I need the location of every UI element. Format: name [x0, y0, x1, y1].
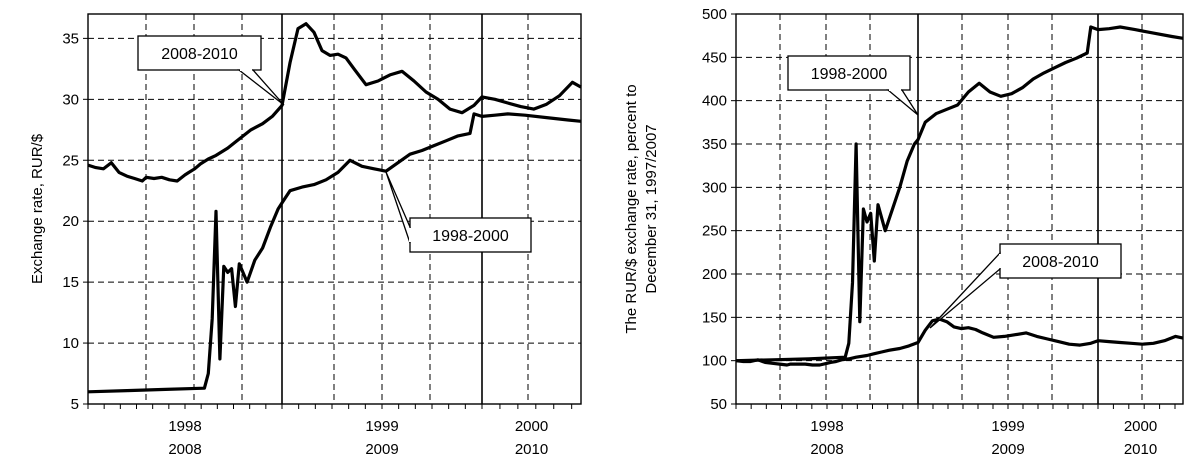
y-tick-label: 10 — [62, 335, 79, 352]
callout-box — [409, 217, 532, 253]
x-period-label-bottom: 2009 — [991, 441, 1024, 458]
y-tick-label: 25 — [62, 152, 79, 169]
x-period-label-bottom: 2008 — [810, 441, 843, 458]
y-tick-label: 50 — [710, 396, 727, 413]
y-axis-label: Exchange rate, RUR/$ — [29, 133, 46, 284]
callout-box — [137, 35, 262, 71]
callout-pointer — [385, 171, 411, 244]
callout-pointer — [886, 89, 919, 116]
y-axis-label: The RUR/$ exchange rate, percent to Decem… — [623, 84, 660, 333]
chart-1: 5 10 15 20 25 30 35 1998 2008 1999 2009 2000 2010 Exc… — [29, 13, 582, 458]
y-tick-label: 5 — [71, 396, 79, 413]
x-period-label-top: 2000 — [1124, 418, 1157, 435]
callout-label: 2008-2010 — [1022, 254, 1099, 271]
x-period-label-bottom: 2009 — [365, 441, 398, 458]
y-tick-label: 100 — [702, 353, 727, 370]
y-tick-label: 200 — [702, 266, 727, 283]
x-period-label-top: 1999 — [365, 418, 398, 435]
plot-frame — [735, 13, 1184, 405]
chart-2: 50 100 150 200 250 300 350 400 450 500 1998 2008 199… — [623, 6, 1184, 458]
y-tick-label: 350 — [702, 136, 727, 153]
series-line-1998-2000 — [87, 112, 582, 394]
y-tick-label: 15 — [62, 274, 79, 291]
y-tick-label: 150 — [702, 309, 727, 326]
plot-frame — [87, 13, 582, 405]
series-line-2008-2010 — [735, 317, 1184, 367]
callout-label: 1998-2000 — [432, 228, 509, 245]
y-tick-label: 300 — [702, 179, 727, 196]
series-line-1998-2000 — [735, 25, 1184, 363]
y-tick-label: 450 — [702, 49, 727, 66]
callout-label: 1998-2000 — [811, 66, 888, 83]
callout-box — [787, 55, 911, 91]
x-period-label-bottom: 2010 — [1124, 441, 1157, 458]
x-period-label-top: 2000 — [515, 418, 548, 435]
y-axis-label-line: The RUR/$ exchange rate, percent to — [623, 84, 640, 333]
x-period-label-bottom: 2010 — [515, 441, 548, 458]
y-tick-label: 30 — [62, 91, 79, 108]
y-tick-label: 20 — [62, 213, 79, 230]
x-period-label-top: 1998 — [168, 418, 201, 435]
callout-pointer — [929, 251, 1001, 329]
callout-box — [999, 243, 1122, 279]
y-tick-label: 250 — [702, 223, 727, 240]
x-period-label-bottom: 2008 — [168, 441, 201, 458]
x-period-label-top: 1999 — [991, 418, 1024, 435]
x-period-label-top: 1998 — [810, 418, 843, 435]
y-axis-label-line: Exchange rate, RUR/$ — [29, 133, 46, 284]
y-tick-label: 400 — [702, 93, 727, 110]
series-line-2008-2010 — [87, 22, 582, 183]
y-tick-label: 500 — [702, 6, 727, 23]
y-tick-label: 35 — [62, 30, 79, 47]
y-axis-label-line: December 31, 1997/2007 — [643, 124, 660, 293]
callout-label: 2008-2010 — [161, 46, 238, 63]
